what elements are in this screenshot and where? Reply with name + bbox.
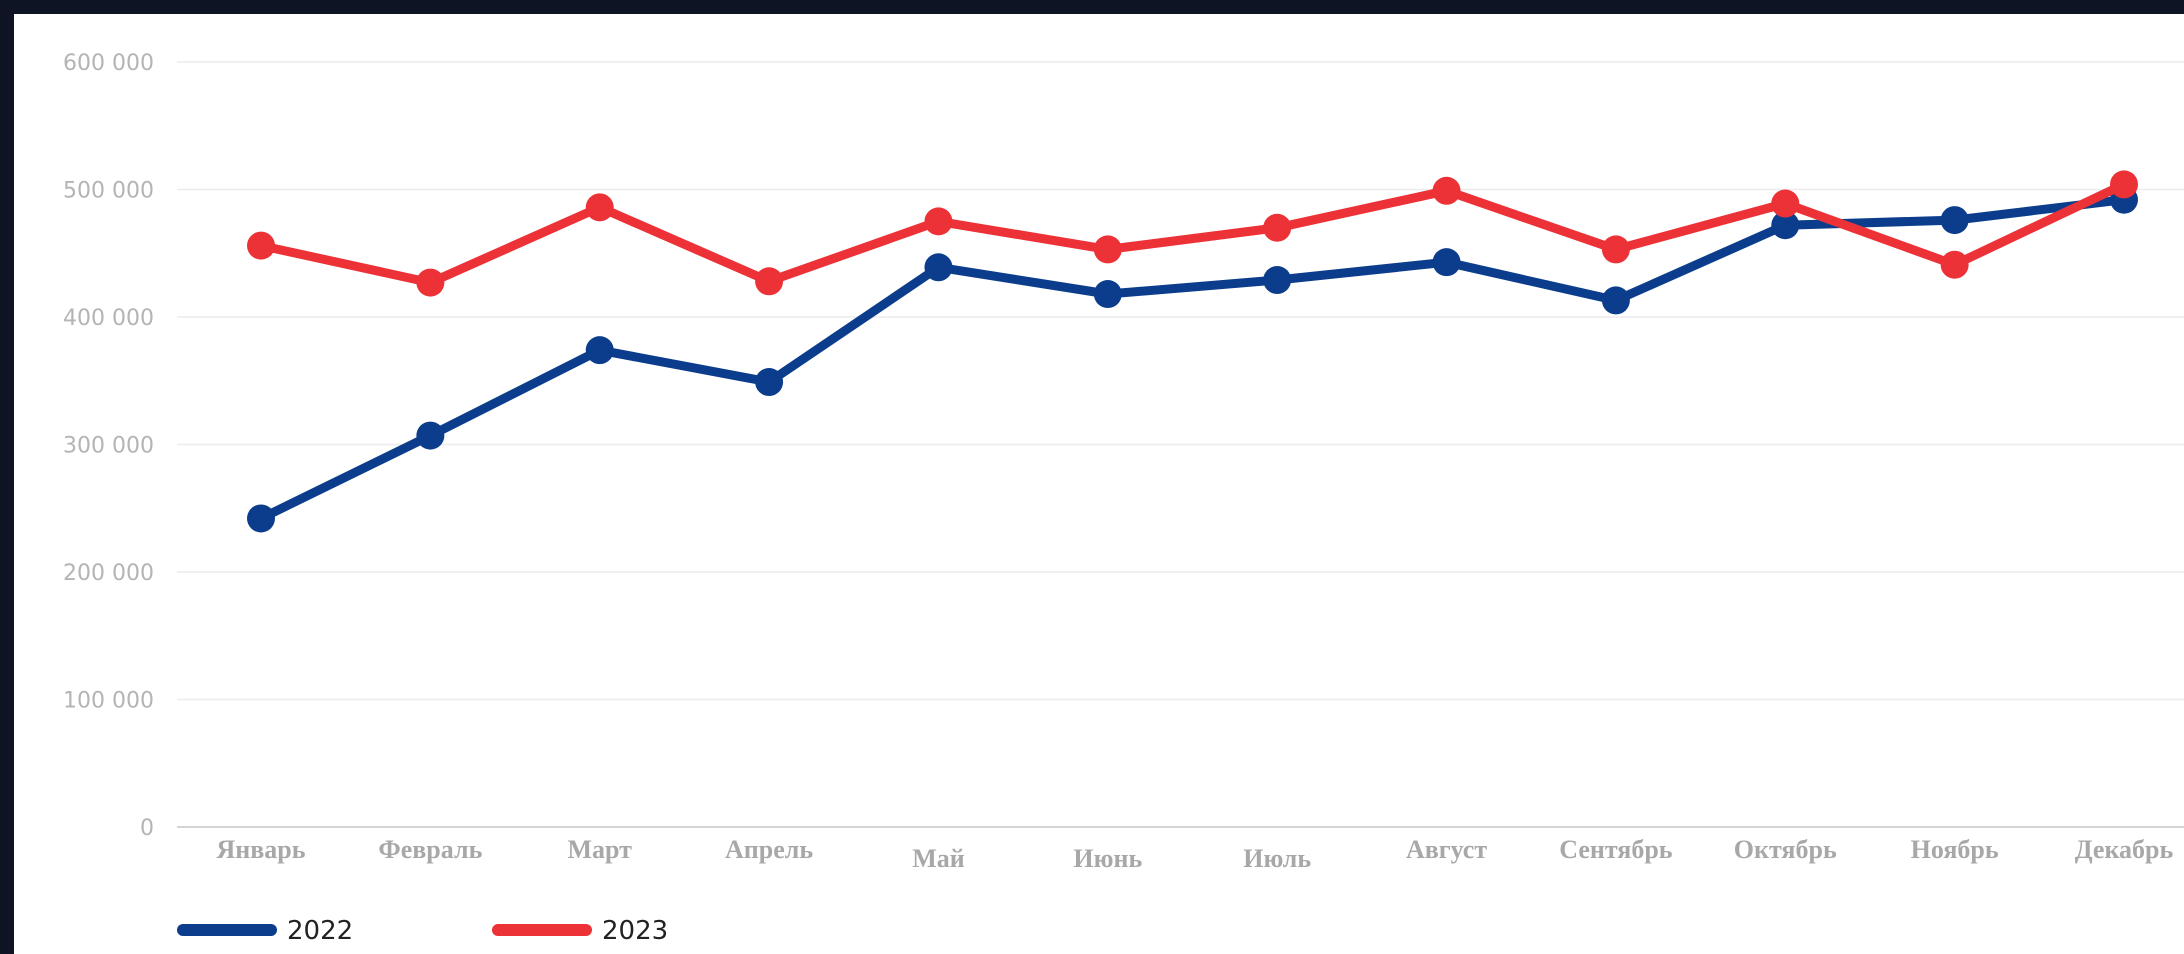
- y-tick-label: 600 000: [63, 51, 154, 76]
- data-point: [1771, 189, 1800, 218]
- y-tick-label: 300 000: [63, 434, 154, 459]
- data-point: [1940, 250, 1969, 279]
- data-point: [247, 231, 275, 260]
- x-tick-label: Ноябрь: [1911, 835, 1999, 864]
- data-point: [1432, 176, 1461, 205]
- data-point: [247, 504, 275, 533]
- legend-item: 2022: [177, 916, 353, 946]
- line-chart: 0 100 000 200 000 300 000 400 000 500 000 600 …: [63, 51, 2184, 946]
- data-point: [585, 193, 614, 222]
- data-point: [755, 267, 784, 296]
- series-2023: [247, 170, 2138, 297]
- x-tick-label: Декабрь: [2075, 835, 2174, 864]
- series-lines: [247, 170, 2138, 533]
- x-tick-label: Август: [1406, 835, 1487, 864]
- x-tick-label: Июль: [1243, 844, 1311, 873]
- y-tick-label: 100 000: [63, 689, 154, 714]
- y-tick-label: 200 000: [63, 561, 154, 586]
- data-point: [1093, 235, 1122, 264]
- series-2022: [247, 185, 2138, 533]
- chart-frame: 0 100 000 200 000 300 000 400 000 500 000 600 …: [14, 14, 2184, 954]
- data-point: [416, 421, 445, 450]
- x-tick-label: Июнь: [1073, 844, 1142, 873]
- legend-label: 2023: [602, 916, 668, 946]
- x-tick-label: Март: [568, 835, 633, 864]
- data-point: [1940, 206, 1969, 235]
- data-point: [1601, 235, 1630, 264]
- x-tick-label: Май: [912, 844, 965, 873]
- data-point: [2110, 170, 2138, 199]
- series-line: [256, 195, 2129, 523]
- data-point: [1601, 286, 1630, 315]
- x-tick-label: Сентябрь: [1559, 835, 1673, 864]
- data-point: [1263, 266, 1292, 295]
- data-point: [585, 336, 614, 365]
- y-tick-label: 500 000: [63, 179, 154, 204]
- x-tick-label: Февраль: [378, 835, 482, 864]
- y-tick-label: 0: [140, 816, 154, 841]
- legend: 2022 2023: [177, 916, 668, 946]
- x-axis: Январь Февраль Март Апрель Май Июнь Июль Август…: [216, 835, 2173, 873]
- y-axis: 0 100 000 200 000 300 000 400 000 500 000 600 …: [63, 51, 154, 841]
- legend-item: 2023: [492, 916, 668, 946]
- data-point: [1093, 280, 1122, 309]
- legend-label: 2022: [287, 916, 353, 946]
- x-tick-label: Январь: [216, 835, 305, 864]
- data-point: [1432, 248, 1461, 277]
- data-point: [416, 268, 445, 297]
- data-point: [924, 253, 953, 282]
- series-line: [256, 179, 2129, 288]
- x-tick-label: Апрель: [725, 835, 813, 864]
- x-tick-label: Октябрь: [1734, 835, 1837, 864]
- gridlines: [177, 61, 2184, 828]
- data-point: [924, 207, 953, 236]
- y-tick-label: 400 000: [63, 306, 154, 331]
- data-point: [1263, 213, 1292, 242]
- data-point: [1771, 211, 1800, 240]
- data-point: [755, 368, 784, 397]
